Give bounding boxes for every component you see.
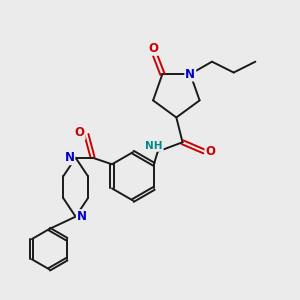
Text: N: N (64, 151, 74, 164)
Text: N: N (185, 68, 195, 81)
Text: O: O (75, 127, 85, 140)
Text: O: O (148, 42, 158, 55)
Text: NH: NH (145, 141, 163, 151)
Text: N: N (77, 210, 87, 223)
Text: O: O (206, 145, 215, 158)
